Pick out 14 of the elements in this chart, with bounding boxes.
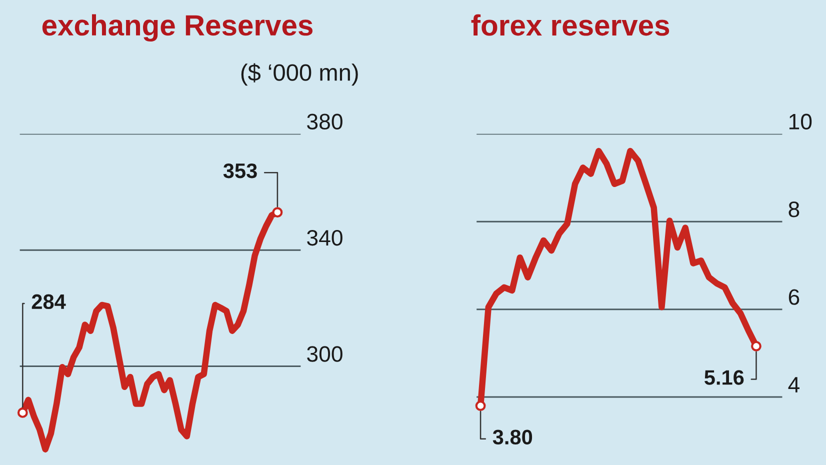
y-tick-label: 6 [788, 289, 800, 305]
chart-title: forex reserves [471, 14, 670, 36]
data-label: 3.80 [492, 430, 532, 445]
y-tick-label: 380 [307, 114, 342, 130]
chart-subtitle: ($ ‘000 mn) [241, 63, 358, 86]
chart-title: exchange Reserves [42, 14, 312, 42]
data-label: 353 [223, 163, 257, 178]
y-tick-label: 4 [788, 377, 800, 392]
y-tick-label: 340 [307, 230, 342, 246]
data-label: 5.16 [704, 370, 744, 385]
data-label: 284 [32, 294, 66, 310]
y-tick-label: 300 [307, 346, 342, 362]
y-tick-label: 8 [788, 201, 800, 218]
y-tick-label: 10 [789, 114, 812, 130]
